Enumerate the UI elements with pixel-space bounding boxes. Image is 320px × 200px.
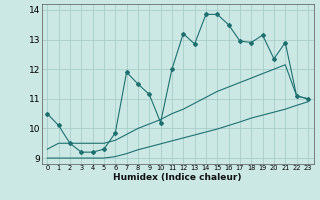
X-axis label: Humidex (Indice chaleur): Humidex (Indice chaleur) xyxy=(113,173,242,182)
